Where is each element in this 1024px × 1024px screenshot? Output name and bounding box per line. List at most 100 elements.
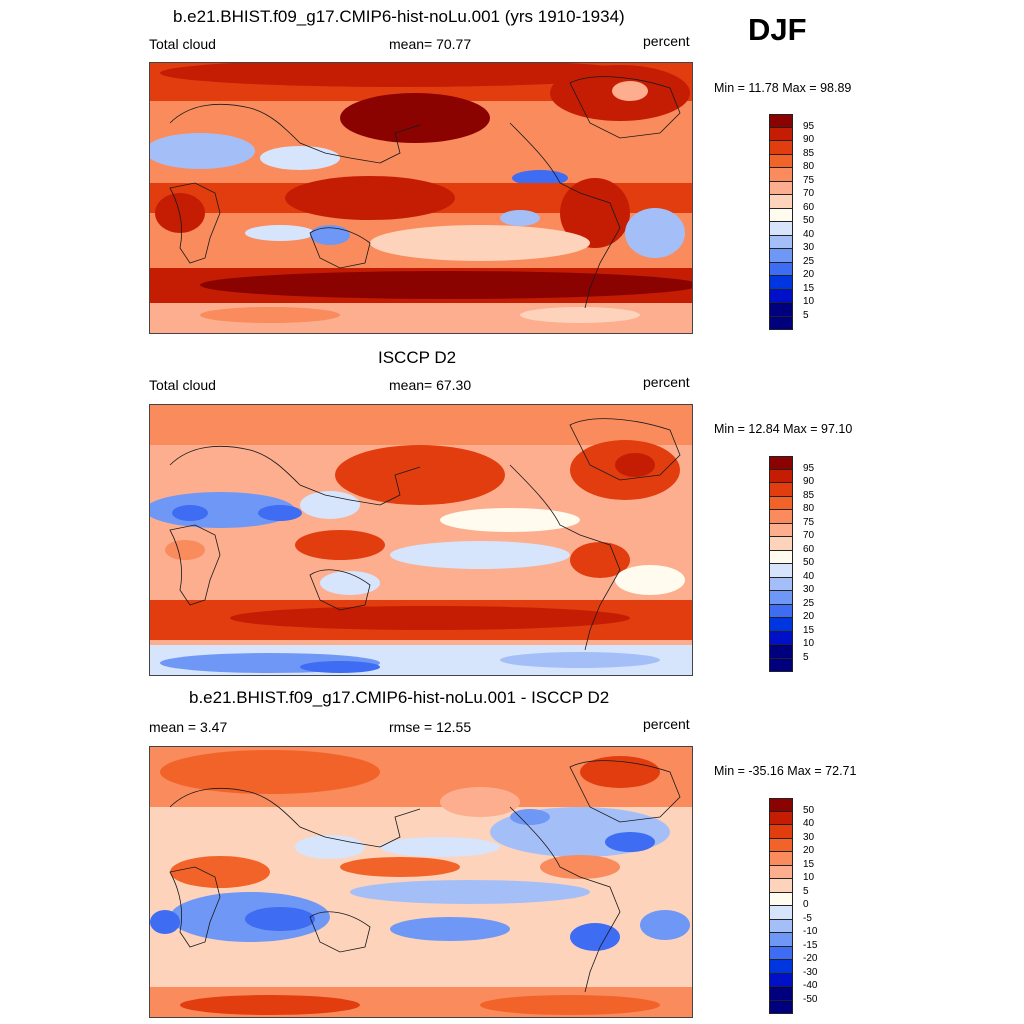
colorbar-swatch xyxy=(769,838,793,852)
panel-2-center-label: mean= 67.30 xyxy=(389,377,472,393)
colorbar-tick-label: 25 xyxy=(803,255,815,267)
colorbar-swatch xyxy=(769,946,793,960)
colorbar-swatch xyxy=(769,658,793,672)
season-label: DJF xyxy=(748,12,807,47)
colorbar-swatch xyxy=(769,195,793,209)
panel-1-map xyxy=(149,62,693,334)
colorbar-swatch xyxy=(769,604,793,618)
colorbar-swatch xyxy=(769,249,793,263)
panel-1-minmax: Min = 11.78 Max = 98.89 xyxy=(714,81,852,95)
colorbar-tick-label: 50 xyxy=(803,215,815,226)
colorbar-tick-label: -30 xyxy=(803,966,818,978)
colorbar-tick-label: 95 xyxy=(803,462,815,474)
colorbar-tick-label: 15 xyxy=(803,858,815,870)
colorbar-swatch xyxy=(769,456,793,470)
colorbar-swatch xyxy=(769,933,793,947)
colorbar-swatch xyxy=(769,550,793,564)
colorbar-swatch xyxy=(769,154,793,168)
colorbar-swatch xyxy=(769,645,793,659)
colorbar-swatch xyxy=(769,852,793,866)
colorbar-tick-label: 60 xyxy=(803,201,815,213)
colorbar-swatch xyxy=(769,879,793,893)
colorbar-swatch xyxy=(769,141,793,155)
panel-2-left-label: Total cloud xyxy=(149,377,216,393)
colorbar-swatch xyxy=(769,127,793,141)
panel-2-title: ISCCP D2 xyxy=(378,348,457,367)
colorbar-swatch xyxy=(769,825,793,839)
colorbar-swatch xyxy=(769,892,793,906)
colorbar-tick-label: -50 xyxy=(803,993,818,1005)
colorbar-tick-label: 70 xyxy=(803,188,815,199)
colorbar-swatch xyxy=(769,235,793,249)
colorbar-tick-label: -40 xyxy=(803,980,818,991)
colorbar-tick-label: 80 xyxy=(803,503,815,514)
colorbar-swatch xyxy=(769,973,793,987)
colorbar-tick-label: -15 xyxy=(803,939,818,951)
colorbar-tick-label: 10 xyxy=(803,872,815,883)
panel-2-minmax: Min = 12.84 Max = 97.10 xyxy=(714,422,853,436)
colorbar-swatch xyxy=(769,811,793,825)
colorbar-tick-label: 50 xyxy=(803,804,815,816)
colorbar-swatch xyxy=(769,303,793,317)
colorbar-swatch xyxy=(769,537,793,551)
colorbar-tick-label: 20 xyxy=(803,269,815,280)
colorbar-swatch xyxy=(769,208,793,222)
colorbar-swatch xyxy=(769,987,793,1001)
colorbar-tick-label: 60 xyxy=(803,543,815,555)
colorbar-tick-label: 20 xyxy=(803,845,815,856)
colorbar-swatch xyxy=(769,316,793,330)
colorbar-swatch xyxy=(769,798,793,812)
panel-1-title: b.e21.BHIST.f09_g17.CMIP6-hist-noLu.001 … xyxy=(173,7,625,26)
colorbar-swatch xyxy=(769,496,793,510)
colorbar-swatch xyxy=(769,181,793,195)
colorbar-swatch xyxy=(769,919,793,933)
colorbar-tick-label: 15 xyxy=(803,624,815,636)
colorbar-swatch xyxy=(769,591,793,605)
colorbar-tick-label: 5 xyxy=(803,885,809,897)
colorbar-tick-label: 90 xyxy=(803,134,815,145)
colorbar-swatch xyxy=(769,960,793,974)
colorbar-tick-label: 40 xyxy=(803,228,815,240)
panel-2-colorbar: 95 90 85 80 75 70 60 50 40 30 25 20 15 10 5 xyxy=(769,456,814,672)
colorbar-swatch xyxy=(769,168,793,182)
colorbar-tick-label: -10 xyxy=(803,926,818,937)
colorbar-swatch xyxy=(769,865,793,879)
panel-3-map xyxy=(149,746,693,1018)
colorbar-tick-label: 85 xyxy=(803,147,815,159)
colorbar-tick-label: 30 xyxy=(803,831,815,843)
panel-3-center-label: rmse = 12.55 xyxy=(389,719,472,735)
colorbar-tick-label: 5 xyxy=(803,309,809,321)
colorbar-tick-label: 75 xyxy=(803,516,815,528)
colorbar-swatch xyxy=(769,1000,793,1014)
colorbar-swatch xyxy=(769,906,793,920)
colorbar-swatch xyxy=(769,289,793,303)
colorbar-tick-label: 5 xyxy=(803,651,809,663)
panel-3-minmax: Min = -35.16 Max = 72.71 xyxy=(714,764,857,778)
colorbar-tick-label: 90 xyxy=(803,476,815,487)
colorbar-swatch xyxy=(769,483,793,497)
colorbar-tick-label: 50 xyxy=(803,557,815,568)
colorbar-tick-label: 10 xyxy=(803,296,815,307)
colorbar-swatch xyxy=(769,222,793,236)
colorbar-tick-label: 95 xyxy=(803,120,815,132)
colorbar-swatch xyxy=(769,276,793,290)
colorbar-swatch xyxy=(769,618,793,632)
colorbar-tick-label: 85 xyxy=(803,489,815,501)
panel-3-title: b.e21.BHIST.f09_g17.CMIP6-hist-noLu.001 … xyxy=(189,688,610,707)
colorbar-tick-label: 10 xyxy=(803,638,815,649)
colorbar-tick-label: 80 xyxy=(803,161,815,172)
colorbar-tick-label: -5 xyxy=(803,912,812,924)
colorbar-tick-label: 30 xyxy=(803,242,815,253)
colorbar-swatch xyxy=(769,469,793,483)
panel-3-colorbar: 50 40 30 20 15 10 5 0 -5 -10 -15 -20 -30 -40 -50 xyxy=(769,798,817,1014)
panel-1-colorbar: 95 90 85 80 75 70 60 50 40 30 25 20 15 10 5 xyxy=(769,114,814,330)
panel-2-units: percent xyxy=(643,374,690,390)
colorbar-swatch xyxy=(769,631,793,645)
colorbar-tick-label: -20 xyxy=(803,953,818,964)
colorbar-swatch xyxy=(769,262,793,276)
colorbar-tick-label: 40 xyxy=(803,818,815,829)
colorbar-swatch xyxy=(769,114,793,128)
panel-1-units: percent xyxy=(643,33,690,49)
colorbar-tick-label: 70 xyxy=(803,530,815,541)
colorbar-swatch xyxy=(769,510,793,524)
